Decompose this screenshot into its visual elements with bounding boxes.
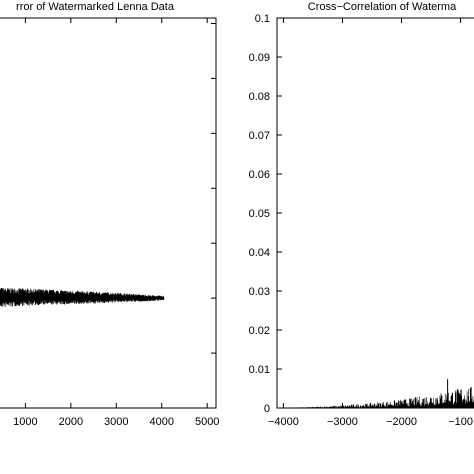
left-plot-frame <box>0 17 217 409</box>
right-x-tick-label: −2000 <box>386 416 417 428</box>
right-y-tick-label: 0.03 <box>249 286 270 298</box>
right-y-tick-label: 0.07 <box>249 130 270 142</box>
left-x-tick-label: 4000 <box>150 416 174 428</box>
right-y-tick-label: 0.06 <box>249 169 270 181</box>
right-y-tick-label: 0.04 <box>249 247 270 259</box>
right-x-tick-label: −100 <box>448 416 473 428</box>
right-ticks: 0 0.01 0.02 0.03 0.04 0.05 0.06 0.07 0.08 0.09 0.1… <box>249 13 473 428</box>
left-x-tick-label: 1000 <box>13 416 37 428</box>
left-x-tick-label: 2000 <box>59 416 83 428</box>
left-ticks: 1000 2000 3000 4000 5000 <box>13 18 219 428</box>
right-x-tick-label: −3000 <box>327 416 358 428</box>
right-y-tick-label: 0.1 <box>255 13 270 25</box>
left-chart: rror of Watermarked Lenna Data 1000 2000 3… <box>0 1 219 428</box>
left-x-tick-label: 3000 <box>104 416 128 428</box>
right-chart: Cross−Correlation of Waterma 0 0.01 0.02 0.… <box>249 1 474 428</box>
left-trace <box>0 287 165 307</box>
right-y-tick-label: 0.09 <box>249 52 270 64</box>
left-x-tick-label: 5000 <box>195 416 219 428</box>
left-chart-title: rror of Watermarked Lenna Data <box>16 1 175 13</box>
right-y-tick-label: 0 <box>264 403 270 415</box>
right-y-tick-label: 0.02 <box>249 325 270 337</box>
right-x-tick-label: −4000 <box>268 416 299 428</box>
left-error-series <box>0 287 165 307</box>
right-y-tick-label: 0.08 <box>249 91 270 103</box>
right-chart-title: Cross−Correlation of Waterma <box>308 1 457 13</box>
right-y-tick-label: 0.05 <box>249 208 270 220</box>
right-y-tick-label: 0.01 <box>249 364 270 376</box>
right-bars <box>280 379 474 408</box>
right-correlation-bars <box>280 387 474 408</box>
right-plot-frame <box>276 17 474 409</box>
